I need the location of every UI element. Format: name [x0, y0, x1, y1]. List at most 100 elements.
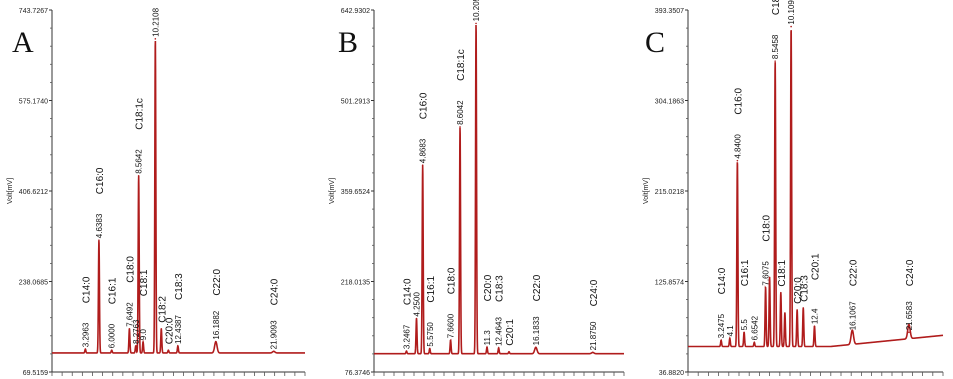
peak-point: [167, 349, 170, 352]
peak-point: [497, 347, 500, 349]
peak-rt-label: 4.8683: [419, 138, 428, 163]
y-tick-label: 359.6524: [341, 189, 370, 196]
peak-rt-label: 3.2467: [402, 324, 411, 349]
peak-point: [790, 25, 792, 28]
peak-rt-label: 5.5: [740, 319, 749, 331]
peak-point: [720, 339, 722, 342]
peak-compound-label: C24:0: [905, 259, 916, 286]
peak-rt-label: 16.1833: [532, 316, 541, 345]
peak-point: [272, 350, 275, 353]
chromatogram-panel-c: 393.3507 304.1863 215.0218 125.8574 36.8820 V…: [635, 0, 953, 379]
peak-compound-label: C18:0: [447, 267, 458, 294]
peak-compound-label: C18:1: [777, 260, 788, 287]
peak-point: [154, 38, 157, 40]
peak-point: [851, 331, 854, 334]
peak-point: [160, 327, 163, 330]
peak-point: [177, 345, 179, 347]
peak-compound-label: C18:3: [495, 275, 506, 302]
peak-compound-label: C14:0: [717, 267, 728, 294]
peak-point: [802, 307, 805, 309]
y-tick-label: 642.9302: [341, 8, 370, 15]
peak-rt-label: 4.8400: [733, 134, 742, 159]
peak-point: [215, 340, 217, 343]
y-tick-label: 218.0135: [341, 280, 370, 287]
y-tick-label: 393.3507: [655, 8, 684, 15]
peak-point: [796, 309, 798, 311]
y-axis-label: Volt[mV]: [329, 178, 336, 204]
peak-compound-label: C18:3: [174, 273, 185, 300]
y-tick-label: 743.7267: [19, 8, 48, 15]
peak-compound-label: C20:1: [505, 319, 516, 346]
peak-point: [475, 22, 477, 25]
peak-compound-label: C16:1: [740, 259, 751, 286]
peak-rt-label: 10.1092: [787, 0, 796, 25]
peak-compound-label: C20:1: [810, 253, 821, 280]
peak-compound-label: C16:1: [108, 277, 119, 304]
peak-rt-label: 9.0: [139, 329, 148, 341]
peak-compound-label: C18:1c: [456, 49, 467, 81]
peak-rt-label: 8.5458: [771, 34, 780, 59]
peak-point: [84, 348, 87, 350]
peak-compound-label: C20:0: [164, 317, 175, 344]
peak-rt-label: 7.6075: [762, 261, 771, 286]
peak-rt-label: 8.6042: [456, 100, 465, 125]
chromatogram-trace: [374, 25, 624, 355]
peak-point: [908, 331, 910, 334]
peak-compound-label: C16:0: [733, 88, 744, 115]
peak-point: [405, 350, 408, 352]
peak-rt-label: 7.6492: [125, 302, 134, 327]
peak-compound-label: C14:0: [402, 278, 413, 305]
y-tick-label: 238.0685: [19, 280, 48, 287]
peak-point: [780, 291, 782, 294]
y-tick-label: 575.1740: [19, 99, 48, 106]
y-tick-label: 501.2913: [341, 99, 370, 106]
chart-svg: 743.7267 575.1740 406.6212 238.0685 69.5159 V…: [7, 7, 306, 377]
peak-compound-label: C14:0: [81, 276, 92, 303]
panel-letter: B: [338, 26, 358, 59]
peak-point: [743, 331, 745, 334]
peak-point: [774, 60, 776, 62]
peak-compound-label: C18:1c: [771, 0, 782, 15]
peak-point: [736, 159, 739, 162]
y-tick-label: 304.1863: [655, 99, 684, 106]
peak-compound-label: C22:0: [848, 259, 859, 286]
y-tick-label: 76.3746: [345, 370, 370, 377]
peak-point: [415, 317, 418, 320]
peak-compound-label: C24:0: [589, 279, 600, 306]
y-tick-label: 406.6212: [19, 189, 48, 196]
peak-rt-label: 11.3: [483, 330, 492, 346]
peak-point: [729, 337, 731, 340]
y-tick-label: 125.8574: [655, 280, 684, 287]
peak-point: [784, 312, 786, 314]
peak-compound-label: C18:0: [125, 256, 136, 283]
peak-rt-label: 4.6383: [95, 213, 104, 238]
peak-rt-label: 10.2050: [472, 0, 481, 21]
peak-point: [486, 346, 488, 349]
peak-point: [768, 276, 771, 279]
chart-svg: 393.3507 304.1863 215.0218 125.8574 36.8820 V…: [643, 0, 944, 377]
peak-rt-label: 8.2763: [132, 319, 141, 344]
peak-compound-label: C16:1: [426, 275, 437, 302]
chromatogram-trace: [688, 30, 944, 348]
peak-rt-label: 4.2500: [413, 292, 422, 317]
peak-point: [98, 239, 100, 241]
chromatogram-panel-b: 642.9302 501.2913 359.6524 218.0135 76.3746 V…: [316, 0, 634, 379]
peak-compound-label: C20:0: [793, 277, 804, 304]
peak-point: [128, 327, 131, 330]
peak-compound-label: C18:2: [157, 296, 168, 323]
peak-point: [142, 341, 144, 344]
peak-rt-label: 21.9093: [270, 320, 279, 349]
peak-point: [449, 339, 452, 342]
peak-compound-label: C16:0: [419, 92, 430, 119]
peak-point: [753, 341, 756, 344]
peak-compound-label: C22:0: [212, 269, 223, 296]
y-axis-label: Volt[mV]: [7, 178, 14, 204]
peak-rt-label: 16.1882: [212, 310, 221, 339]
chromatogram-panel-a: 743.7267 575.1740 406.6212 238.0685 69.5159 V…: [0, 0, 315, 379]
y-tick-label: 36.8820: [659, 370, 684, 377]
peak-compound-label: C18:1: [139, 269, 150, 296]
peak-point: [110, 349, 113, 352]
peak-point: [508, 350, 510, 353]
chart-svg: 642.9302 501.2913 359.6524 218.0135 76.3746 V…: [329, 0, 625, 377]
peak-compound-label: C20:0: [483, 274, 494, 301]
